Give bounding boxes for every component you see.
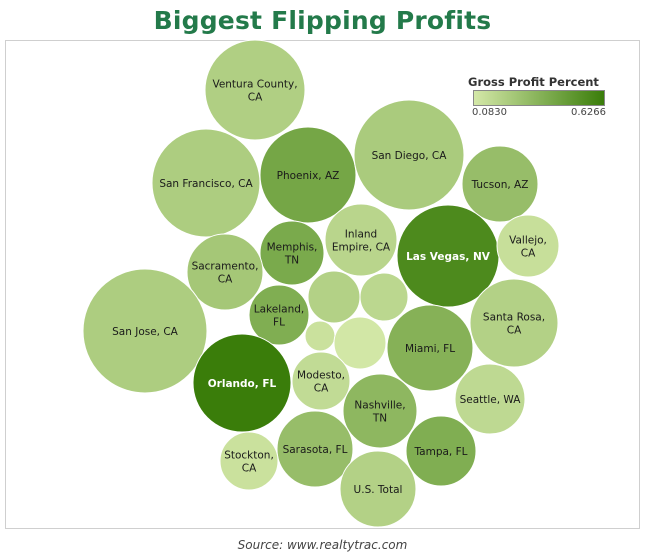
bubble-label-line: CA [218,274,233,286]
bubble-label-line: Nashville, [354,400,405,412]
bubble-label-line: Santa Rosa, [483,312,545,324]
bubble-sacramento[interactable] [186,233,264,311]
bubble-label-tampa: Tampa, FL [413,446,467,458]
bubble-stockton[interactable] [219,431,279,491]
bubble-miami[interactable] [386,304,474,392]
bubble-unlabeled-1[interactable] [307,270,361,324]
bubble-unlabeled-2[interactable] [359,272,409,322]
legend-max-label: 0.6266 [571,107,606,118]
bubble-label-line: Tampa, FL [413,446,467,458]
bubble-label-vallejo: Vallejo, CA [509,235,547,260]
legend-min-label: 0.0830 [472,107,507,118]
bubble-label-nashville: Nashville, TN [354,400,405,425]
bubble-label-line: Lakeland, [254,304,304,316]
bubble-label-san-francisco: San Francisco, CA [159,178,253,190]
bubble-label-sacramento: Sacramento, CA [192,261,259,286]
bubble-unlabeled-4[interactable] [333,316,387,370]
bubble-label-us-total: U.S. Total [354,484,403,496]
bubble-label-lakeland: Lakeland, FL [254,304,304,329]
bubble-label-santa-rosa: Santa Rosa, CA [483,312,545,337]
bubble-label-memphis: Memphis, TN [267,242,318,267]
bubble-label-line: TN [372,413,387,425]
bubble-label-ventura-county: Ventura County, CA [212,79,297,104]
bubble-label-tucson: Tucson, AZ [471,179,529,191]
bubble-phoenix[interactable] [259,126,357,224]
bubble-label-inland-empire: Inland Empire, CA [332,229,391,254]
bubble-label-line: Phoenix, AZ [277,170,340,182]
bubble-lakeland[interactable] [248,284,310,346]
bubble-modesto[interactable] [291,351,351,411]
bubble-label-san-diego: San Diego, CA [372,150,448,162]
bubble-label-line: CA [521,248,536,260]
bubble-label-line: Modesto, [297,370,345,382]
bubble-label-las-vegas: Las Vegas, NV [406,251,491,263]
bubble-label-orlando: Orlando, FL [208,378,277,390]
bubble-label-line: San Francisco, CA [159,178,253,190]
bubble-label-line: TN [284,255,299,267]
bubble-label-line: Vallejo, [509,235,547,247]
bubble-label-stockton: Stockton, CA [224,450,274,475]
bubble-label-phoenix: Phoenix, AZ [277,170,340,182]
bubble-label-line: San Diego, CA [372,150,448,162]
bubble-label-line: CA [248,92,263,104]
bubble-san-diego[interactable] [353,99,465,211]
bubble-san-francisco[interactable] [151,128,261,238]
bubble-label-line: Orlando, FL [208,378,277,390]
bubble-label-line: Empire, CA [332,242,391,254]
bubble-label-line: Seattle, WA [460,394,522,406]
source-caption: Source: www.realtytrac.com [237,538,408,552]
bubble-inland-empire[interactable] [324,203,398,277]
bubble-label-san-jose: San Jose, CA [112,326,179,338]
chart-title: Biggest Flipping Profits [153,6,492,35]
bubble-orlando[interactable] [192,333,292,433]
bubble-label-line: CA [242,463,257,475]
legend-title: Gross Profit Percent [468,75,599,89]
bubble-us-total[interactable] [339,450,417,528]
bubble-nashville[interactable] [342,373,418,449]
bubble-label-miami: Miami, FL [405,343,455,355]
bubble-label-seattle: Seattle, WA [460,394,522,406]
bubble-san-jose[interactable] [82,268,208,394]
bubble-label-line: Tucson, AZ [471,179,529,191]
bubble-label-line: Sarasota, FL [283,444,348,456]
bubble-label-line: CA [507,325,522,337]
bubble-label-line: CA [314,383,329,395]
bubble-santa-rosa[interactable] [469,278,559,368]
bubble-ventura-county[interactable] [204,39,306,141]
bubble-tampa[interactable] [405,415,477,487]
bubble-label-modesto: Modesto, CA [297,370,345,395]
bubble-label-line: Memphis, [267,242,318,254]
bubble-label-sarasota: Sarasota, FL [283,444,348,456]
bubble-label-line: Las Vegas, NV [406,251,491,263]
bubble-tucson[interactable] [461,145,539,223]
bubble-label-line: U.S. Total [354,484,403,496]
bubble-sarasota[interactable] [276,410,354,488]
bubble-seattle[interactable] [454,363,526,435]
bubble-label-line: Miami, FL [405,343,455,355]
bubble-label-line: FL [273,317,285,329]
bubble-vallejo[interactable] [496,214,560,278]
bubble-label-line: San Jose, CA [112,326,179,338]
bubble-label-line: Stockton, [224,450,274,462]
legend-color-scale [473,90,605,106]
bubble-memphis[interactable] [259,220,325,286]
bubble-unlabeled-3[interactable] [304,320,336,352]
bubble-label-line: Ventura County, [212,79,297,91]
bubble-label-line: Sacramento, [192,261,259,273]
bubble-label-line: Inland [345,229,377,241]
